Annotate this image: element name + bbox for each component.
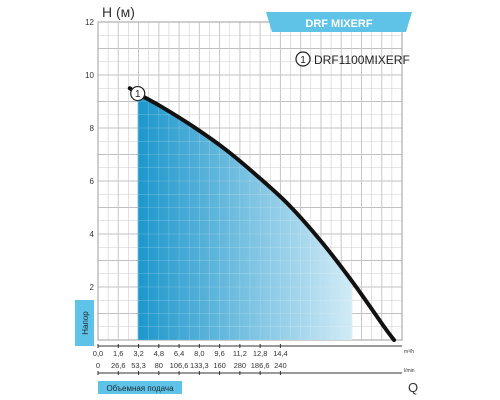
x-axis-title: Q [408,380,418,395]
pump-curve-line [127,86,397,342]
y-tick-label: 4 [90,230,95,239]
x-tick-label-lmin: 186,6 [251,361,270,370]
x-tick-label-m3h: 12,8 [253,349,268,358]
x-tick-label-m3h: 11,2 [233,349,247,358]
x-tick-label-lmin: 0 [96,361,100,370]
x-tick-label-m3h: 14,4 [273,349,288,358]
curve-marker-number: 1 [135,89,141,100]
series-badge-label: DRF MIXERF [305,18,373,30]
operating-range-fill [137,93,353,340]
x-tick-label-lmin: 106,6 [170,361,189,370]
axis-tick-marks [97,344,281,375]
x-tick-labels-m3h: 0,0 1,6 3,2 4,8 6,4 8,0 9,6 11,2 12,8 14,4 [93,349,288,358]
x-tick-label-lmin: 240 [274,361,287,370]
x-tick-label-lmin: 280 [234,361,247,370]
x-tick-label-m3h: 9,6 [214,349,224,358]
legend-marker [295,51,311,67]
y-tick-label: 6 [90,177,95,186]
x-tick-label-m3h: 4,8 [154,349,164,358]
x-tick-label-lmin: 80 [155,361,163,370]
legend-marker-number: 1 [300,55,306,66]
bottom-label-bg [98,381,182,394]
legend-series-name: DRF1100MIXERF [314,53,410,67]
x-tick-labels-lmin: 0 26,6 53,3 80 106,6 133,3 160 280 186,6 240 [96,361,287,370]
series-badge-shape [266,12,412,32]
curve-marker: 1 [130,85,146,102]
y-tick-label: 8 [90,124,95,133]
y-tick-labels: 024681012 [85,18,94,345]
x-tick-label-m3h: 0,0 [93,349,103,358]
y-tick-label: 2 [90,283,95,292]
side-label: Напор [81,311,90,335]
side-label-bg [75,300,94,346]
grid-overlay [97,21,403,341]
legend: 1 DRF1100MIXERF [295,51,410,67]
curve-marker-circle [130,85,146,102]
bottom-label: Объемная подача [106,384,174,393]
x-unit-lmin: l/min [404,368,415,374]
x-unit-m3h: m³/h [404,349,414,355]
x-tick-label-m3h: 8,0 [194,349,204,358]
y-tick-label: 12 [85,18,94,27]
y-axis-title: H (м) [102,4,135,20]
x-tick-label-lmin: 53,3 [131,361,146,370]
x-tick-label-m3h: 3,2 [133,349,143,358]
x-tick-label-lmin: 26,6 [111,361,126,370]
x-tick-label-m3h: 1,6 [113,349,123,358]
x-tick-label-lmin: 160 [213,361,226,370]
x-tick-label-lmin: 133,3 [190,361,209,370]
x-tick-label-m3h: 6,4 [174,349,184,358]
y-tick-label: 10 [85,71,94,80]
